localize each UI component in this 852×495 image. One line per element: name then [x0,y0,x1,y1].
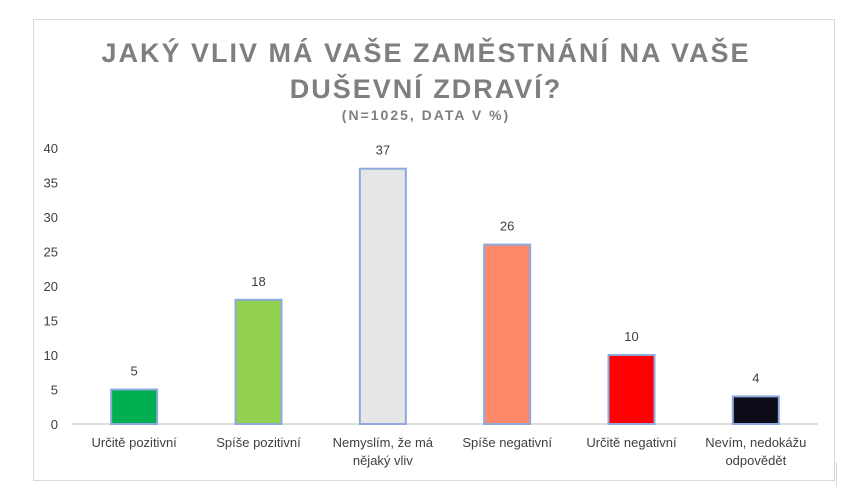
y-tick-label: 40 [44,141,58,156]
chart-title-line-2: DUŠEVNÍ ZDRAVÍ? [289,74,563,104]
y-tick-label: 25 [44,245,58,260]
x-tick-label: odpovědět [725,453,786,468]
x-tick-label: nějaký vliv [353,453,413,468]
x-tick-label: Určitě negativní [586,435,677,450]
x-tick-label: Spíše pozitivní [216,435,301,450]
bar [483,243,532,425]
data-label: 4 [752,370,759,385]
y-tick-label: 5 [51,383,58,398]
bar [234,298,283,425]
y-tick-label: 10 [44,348,58,363]
chart-title-line-1: JAKÝ VLIV MÁ VAŠE ZAMĚSTNÁNÍ NA VAŠE [101,38,751,68]
y-tick-label: 15 [44,314,58,329]
y-tick-label: 20 [44,279,58,294]
frame-corner-mark [836,462,837,486]
data-label: 5 [131,364,138,379]
x-tick-label: Určitě pozitivní [92,435,178,450]
x-tick-label: Nevím, nedokážu [705,435,806,450]
chart-frame [33,19,835,481]
y-tick-label: 35 [44,176,58,191]
data-label: 18 [251,274,265,289]
x-tick-label: Spíše negativní [462,435,552,450]
x-tick-label: Nemyslím, že má [333,435,434,450]
y-tick-label: 0 [51,417,58,432]
bar [731,395,780,425]
y-tick-label: 30 [44,210,58,225]
bar [358,167,407,425]
bar [607,354,656,425]
data-label: 10 [624,329,638,344]
chart-subtitle: (N=1025, DATA V %) [341,107,511,123]
bar [110,388,159,425]
data-label: 37 [376,143,390,158]
data-label: 26 [500,219,514,234]
